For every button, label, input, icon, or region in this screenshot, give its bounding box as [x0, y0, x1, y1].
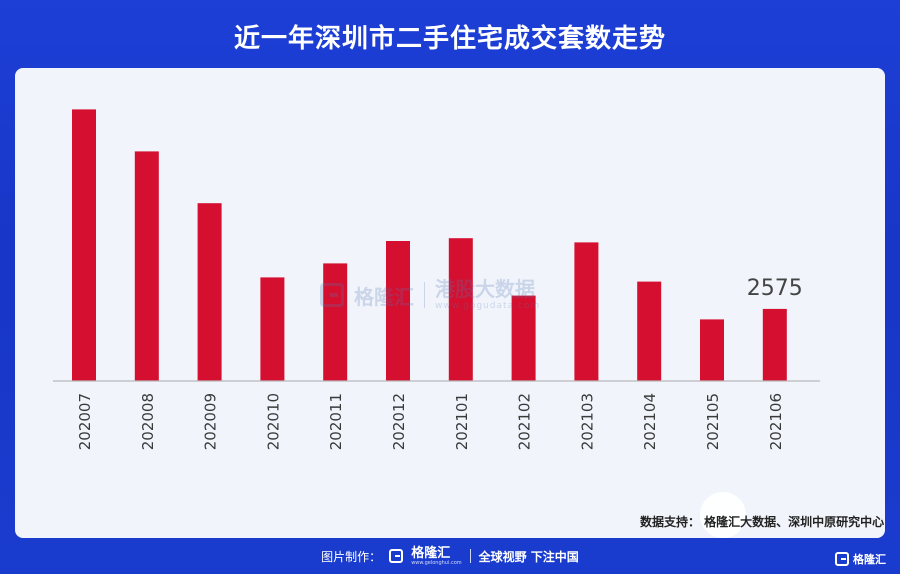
corner-brand: 格隆汇: [835, 551, 886, 567]
footer-brand: 格隆汇: [411, 545, 451, 561]
x-tick-label: 202103: [578, 393, 596, 450]
bar-202007: [72, 109, 96, 382]
corner-badge: [700, 492, 746, 538]
x-tick-label: 202009: [202, 393, 220, 450]
x-tick-label: 202104: [641, 393, 659, 450]
x-tick-label: 202101: [453, 393, 471, 450]
gelonghui-logo-icon: [389, 549, 404, 563]
bar-202010: [260, 277, 285, 381]
x-tick-label: 202102: [516, 393, 534, 450]
gelonghui-logo-icon: [835, 552, 849, 566]
bar-202012: [386, 241, 410, 381]
x-tick-label: 202007: [76, 393, 94, 450]
bar-chart: 202007 202008 202009 202010 202011 202012 2021…: [53, 109, 820, 450]
bar-202011: [323, 263, 348, 381]
gelonghui-logo-icon: [320, 283, 344, 307]
bar-202101: [448, 238, 473, 381]
bar-202106: [762, 308, 787, 381]
x-tick-label: 202012: [390, 393, 408, 450]
bar-202103: [574, 242, 599, 381]
watermark-url: www.gogudata.com: [435, 301, 541, 311]
x-tick-label: 202008: [139, 393, 157, 450]
footer: 图片制作： 格隆汇 www.gelonghui.com 全球视野 下注中国: [0, 544, 900, 568]
watermark-divider: [424, 282, 425, 308]
bar-202104: [637, 281, 662, 381]
data-label: 2575: [747, 276, 803, 301]
corner-brand-text: 格隆汇: [853, 553, 886, 566]
x-tick-label: 202106: [767, 393, 785, 450]
bar-202105: [700, 319, 724, 381]
x-tick-label: 202011: [327, 393, 345, 450]
bar-202102: [511, 295, 536, 381]
chart-panel: 202007 202008 202009 202010 202011 202012 2021…: [15, 68, 885, 538]
footer-brand-url: www.gelonghui.com: [411, 559, 462, 566]
bar-202008: [134, 151, 159, 381]
watermark-name: 港股大数据: [435, 277, 535, 301]
watermark-brand: 格隆汇: [354, 284, 414, 309]
footer-slogan: 全球视野 下注中国: [478, 549, 579, 564]
footer-divider: [469, 549, 471, 563]
chart-title: 近一年深圳市二手住宅成交套数走势: [233, 24, 666, 54]
x-tick-label: 202105: [704, 393, 722, 450]
data-source: 数据支持： 格隆汇大数据、深圳中原研究中心: [640, 515, 885, 529]
bar-202009: [197, 203, 222, 381]
watermark: 格隆汇 港股大数据 www.gogudata.com: [320, 277, 541, 311]
x-tick-label: 202010: [264, 393, 282, 450]
footer-made-by: 图片制作：: [321, 549, 382, 564]
